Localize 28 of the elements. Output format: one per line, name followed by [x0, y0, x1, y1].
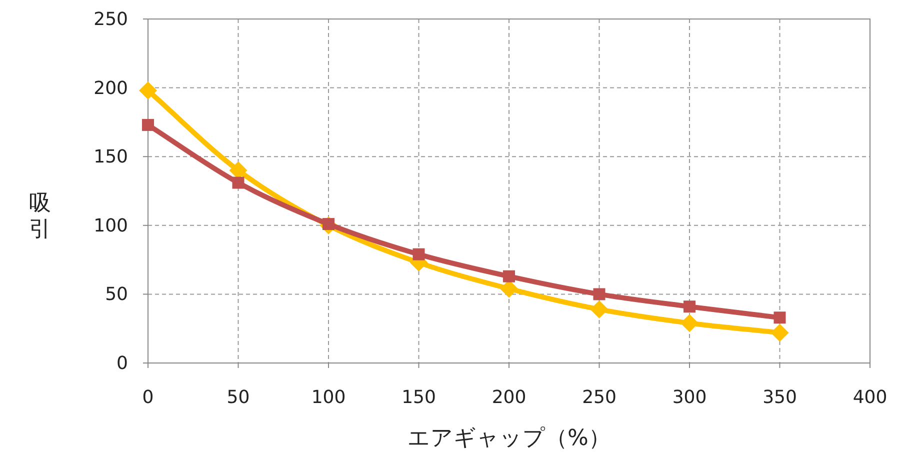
point: [593, 288, 606, 300]
point: [412, 248, 425, 260]
x-tick-label: 50: [226, 387, 250, 408]
x-tick-label: 400: [852, 387, 888, 408]
point: [232, 176, 244, 189]
y-tick-label: 250: [94, 9, 128, 30]
y-tick-label: 0: [116, 353, 128, 374]
x-tick-label: 350: [762, 387, 797, 408]
x-tick-label: 0: [142, 387, 154, 408]
y-tick-label: 150: [94, 146, 128, 168]
x-tick-label: 150: [402, 387, 436, 408]
point: [590, 300, 608, 318]
point: [139, 82, 157, 100]
x-tick-label: 200: [492, 387, 526, 408]
y-tick-label: 100: [94, 215, 128, 236]
x-tick-label: 100: [311, 387, 346, 408]
point: [770, 324, 789, 342]
point: [503, 270, 515, 282]
x-tick-label: 300: [672, 387, 707, 408]
point: [774, 312, 786, 324]
point: [680, 314, 698, 332]
y-tick-label: 50: [105, 284, 128, 306]
point: [142, 118, 154, 131]
point: [684, 300, 696, 313]
y-tick-label: 200: [94, 78, 128, 99]
x-tick-label: 250: [582, 387, 616, 408]
x-axis-title: エアギャップ（%）: [408, 426, 610, 451]
y-axis-title: 吸引: [29, 191, 51, 242]
